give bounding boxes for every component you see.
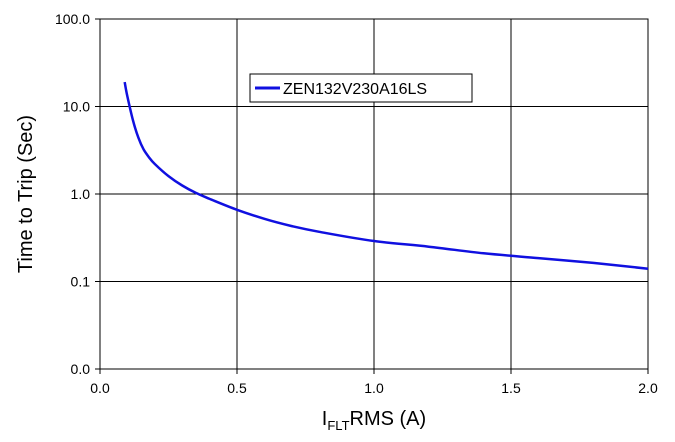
x-tick-label: 1.5	[501, 380, 521, 396]
grid	[99, 18, 649, 370]
x-tick-label: 0.0	[90, 380, 110, 396]
legend-box	[249, 73, 473, 103]
x-tick-label: 2.0	[638, 380, 658, 396]
legend-label: ZEN132V230A16LS	[283, 81, 427, 98]
y-tick-label: 10.0	[63, 99, 90, 115]
series-line	[123, 81, 649, 270]
x-tick-label: 0.5	[227, 380, 247, 396]
tick-labels: 0.0 0.5 1.0 1.5 2.0 0.0 0.1 1.0 10.0 100.0	[55, 11, 658, 396]
y-tick-label: 0.1	[71, 274, 91, 290]
x-tick-label: 1.0	[364, 380, 384, 396]
y-tick-label: 0.0	[71, 361, 91, 377]
x-axis-title-subscript: FLT	[327, 418, 349, 433]
y-tick-label: 100.0	[55, 11, 90, 27]
x-axis-title: IFLTRMS (A)	[322, 408, 426, 433]
legend: ZEN132V230A16LS	[249, 73, 473, 103]
series-layer	[123, 81, 649, 270]
x-axis-title-main: I	[322, 408, 328, 430]
y-tick-label: 1.0	[71, 186, 91, 202]
y-axis-title: Time to Trip (Sec)	[15, 115, 37, 273]
x-axis-title-rest: RMS (A)	[350, 408, 427, 430]
